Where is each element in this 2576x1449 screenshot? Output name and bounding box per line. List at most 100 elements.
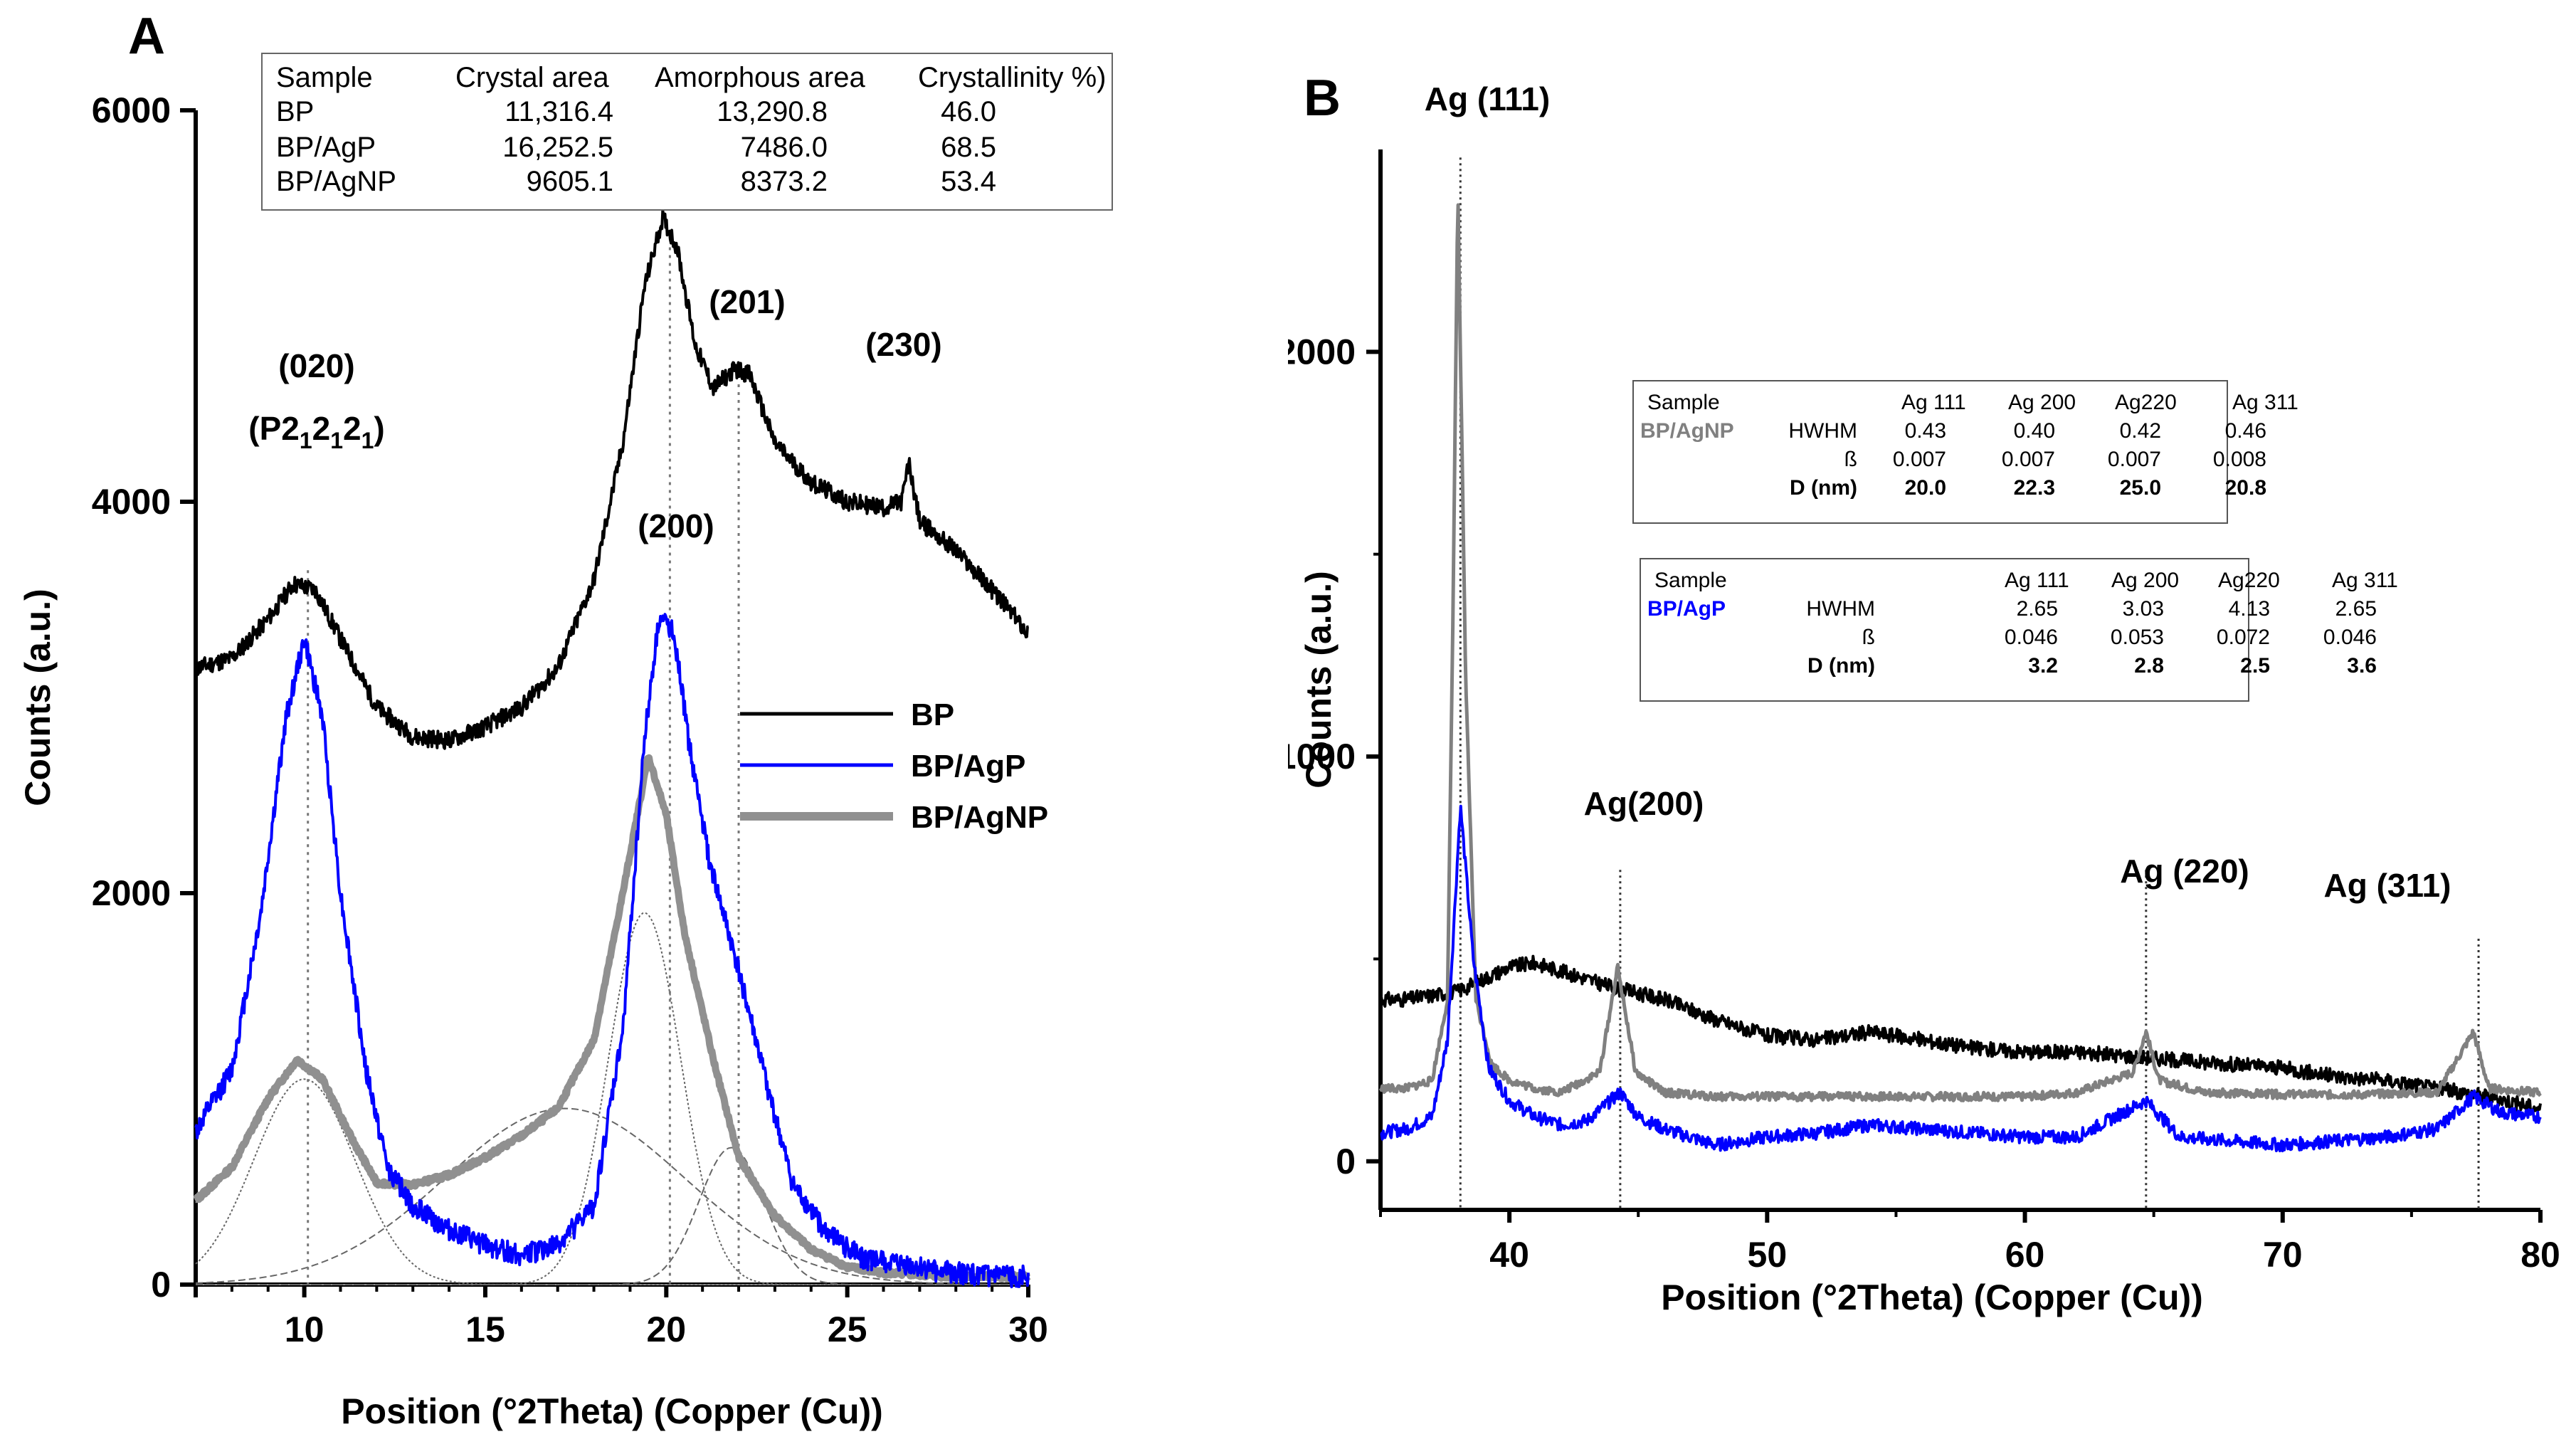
table-cell: 0.43 <box>1905 419 1946 443</box>
table-cell: BP/AgP <box>276 132 376 163</box>
chart-panel-b: B 0 1000 2000 40 50 60 70 80 Position (°2Theta) (… <box>1288 70 2560 1317</box>
table-header: Ag 200 <box>2111 569 2179 592</box>
peak-annotation: (020) <box>278 347 354 384</box>
x-tick-label: 15 <box>465 1310 505 1349</box>
chart-panel-a: A 0 2000 4000 6000 10 15 20 25 30 Position (°2Thet… <box>18 8 1113 1431</box>
table-cell: 2.65 <box>2335 597 2377 621</box>
table-cell: BP/AgNP <box>276 166 396 197</box>
y-tick-label: 1000 <box>1288 737 1356 776</box>
peak-annotation: Ag (111) <box>1425 80 1550 117</box>
series-line-bp-agnp <box>193 754 1031 1283</box>
y-tick-label: 2000 <box>1288 332 1356 372</box>
table-row-label: ß <box>1862 626 1875 649</box>
table-cell: 53.4 <box>941 166 996 197</box>
table-header: Sample <box>1647 391 1720 414</box>
table-cell: 4.13 <box>2229 597 2270 621</box>
table-cell: 0.46 <box>2225 419 2266 443</box>
crystallinity-table-box <box>261 53 1113 211</box>
table-cell: 25.0 <box>2120 476 2161 500</box>
table-cell: 0.072 <box>2217 626 2270 649</box>
y-axis-title: Counts (a.u.) <box>18 589 58 806</box>
table-header: Ag 311 <box>2232 391 2298 414</box>
x-tick-label: 80 <box>2520 1235 2560 1275</box>
table-cell: 13,290.8 <box>717 96 828 127</box>
x-tick-label: 25 <box>828 1310 867 1349</box>
y-tick-label: 2000 <box>92 873 171 913</box>
table-cell: 0.046 <box>2005 626 2058 649</box>
table-cell: 22.3 <box>2014 476 2055 500</box>
peak-annotation: Ag(200) <box>1584 785 1704 822</box>
crystallite-table-box <box>1632 380 2228 524</box>
table-header: Ag 200 <box>2008 391 2076 414</box>
y-tick-label: 4000 <box>92 482 171 522</box>
peak-annotation: Ag (220) <box>2120 853 2249 890</box>
series-line-bp-agp <box>1380 804 2542 1153</box>
table-cell: 8373.2 <box>741 166 828 197</box>
table-cell: 0.053 <box>2111 626 2164 649</box>
table-header: Amorphous area <box>655 62 865 93</box>
table-header: Crystal area <box>455 62 609 93</box>
fit-peak-curve <box>195 1107 1028 1285</box>
legend-label: BP/AgNP <box>911 800 1048 835</box>
peak-annotation: (201) <box>709 283 785 320</box>
series-line-bp-agnp <box>1378 203 2542 1102</box>
table-cell: 68.5 <box>941 132 996 163</box>
table-sample-label: BP/AgP <box>1647 597 1726 621</box>
table-row-label: ß <box>1844 448 1857 471</box>
table-cell: 16,252.5 <box>502 132 613 163</box>
table-cell: 0.008 <box>2213 448 2266 471</box>
table-header: Sample <box>1654 569 1727 592</box>
peak-annotation: (200) <box>638 507 714 544</box>
table-row-label: D (nm) <box>1807 654 1875 678</box>
table-cell: 0.42 <box>2120 419 2161 443</box>
x-tick-label: 60 <box>2005 1235 2045 1275</box>
legend-label: BP/AgP <box>911 749 1025 784</box>
series-line-bp <box>194 209 1029 750</box>
x-axis-title: Position (°2Theta) (Copper (Cu)) <box>341 1391 883 1431</box>
fit-peak-curve <box>195 1078 1028 1285</box>
table-header: Ag220 <box>2115 391 2177 414</box>
table-cell: 2.5 <box>2240 654 2270 678</box>
crystallite-table-box <box>1640 558 2249 702</box>
table-header: Ag 311 <box>2332 569 2398 592</box>
series-line-bp <box>1379 954 2542 1114</box>
peak-annotation: Ag (311) <box>2324 867 2451 904</box>
table-cell: 20.0 <box>1905 476 1946 500</box>
table-header: Sample <box>276 62 373 93</box>
table-cell: 7486.0 <box>741 132 828 163</box>
table-cell: 2.8 <box>2134 654 2164 678</box>
table-cell: 46.0 <box>941 96 996 127</box>
table-header: Ag220 <box>2218 569 2280 592</box>
legend-label: BP <box>911 697 954 732</box>
panel-letter-b: B <box>1304 70 1341 127</box>
table-cell: 9605.1 <box>527 166 613 197</box>
y-tick-label: 6000 <box>92 90 171 130</box>
y-tick-label: 0 <box>1336 1142 1356 1181</box>
table-cell: 0.40 <box>2014 419 2055 443</box>
table-row-label: D (nm) <box>1790 476 1857 500</box>
x-axis-title: Position (°2Theta) (Copper (Cu)) <box>1661 1277 2203 1317</box>
x-tick-label: 40 <box>1489 1235 1529 1275</box>
table-cell: 0.007 <box>2108 448 2161 471</box>
y-axis-title: Counts (a.u.) <box>1299 571 1339 789</box>
table-cell: 0.007 <box>1893 448 1946 471</box>
table-cell: BP <box>276 96 314 127</box>
x-tick-label: 70 <box>2263 1235 2303 1275</box>
table-sample-label: BP/AgNP <box>1640 419 1734 443</box>
x-tick-label: 30 <box>1008 1310 1048 1349</box>
table-row-label: HWHM <box>1788 419 1857 443</box>
table-cell: 3.03 <box>2123 597 2164 621</box>
y-tick-label: 0 <box>151 1265 171 1305</box>
panel-letter-a: A <box>128 8 165 65</box>
x-tick-label: 10 <box>285 1310 324 1349</box>
x-tick-label: 20 <box>646 1310 686 1349</box>
fit-peak-curve <box>196 1147 1028 1285</box>
series-line-bp-agp <box>194 613 1030 1289</box>
peak-annotation: (230) <box>865 326 941 363</box>
table-cell: 3.6 <box>2347 654 2377 678</box>
table-cell: 0.007 <box>2002 448 2055 471</box>
space-group-label: (P212121) <box>248 410 385 453</box>
table-cell: 3.2 <box>2028 654 2058 678</box>
table-header: Ag 111 <box>1901 391 1966 414</box>
table-cell: 2.65 <box>2017 597 2058 621</box>
